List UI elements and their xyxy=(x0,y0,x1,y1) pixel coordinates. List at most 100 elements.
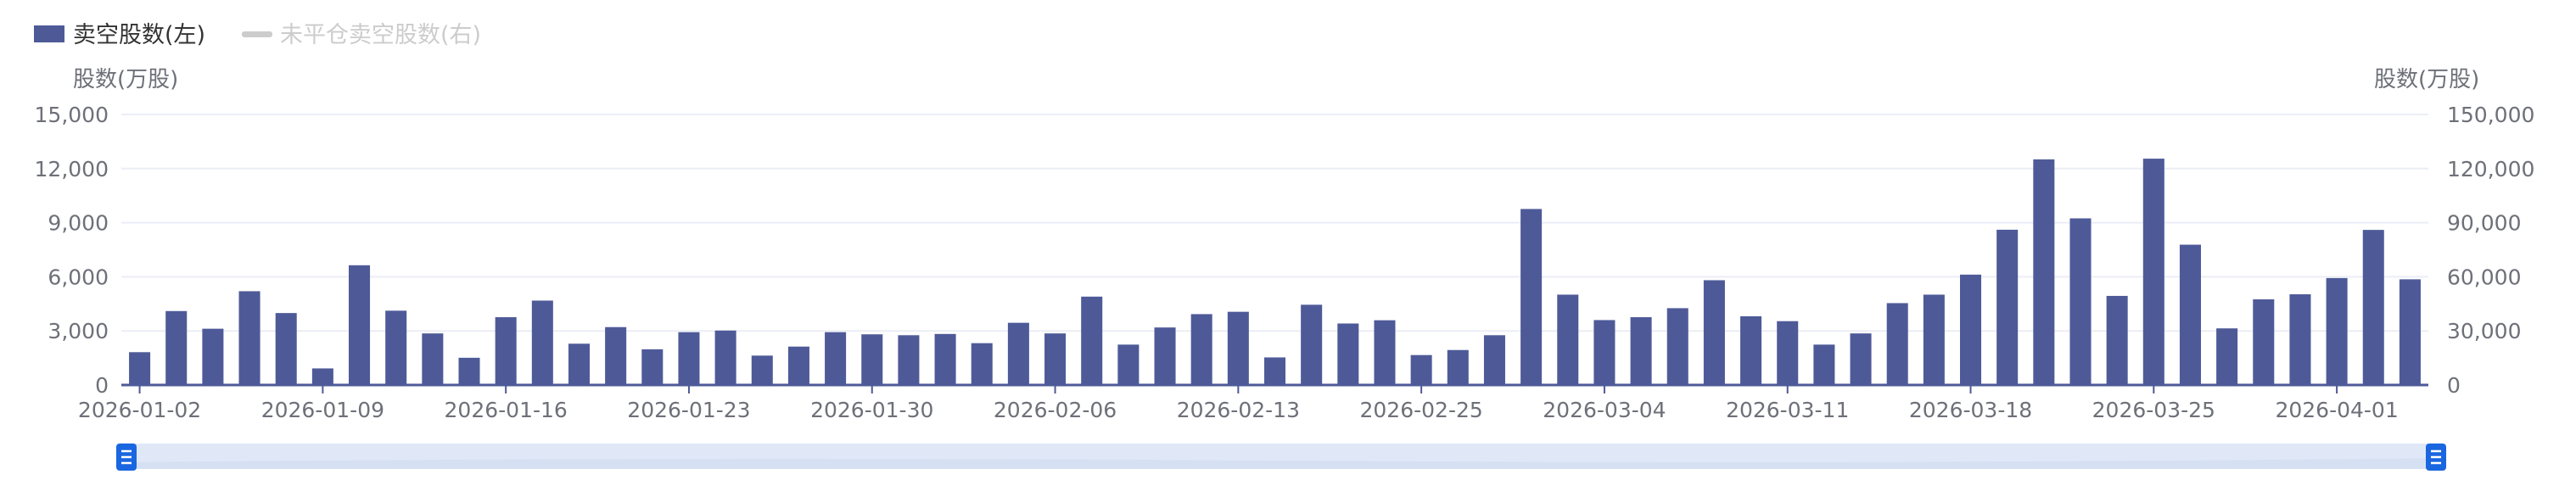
bar-2026-01-26[interactable] xyxy=(714,330,736,385)
data-zoom-slider[interactable] xyxy=(116,444,2446,471)
x-tick-label: 2026-01-09 xyxy=(261,398,384,422)
y-axis-left-title: 股数(万股) xyxy=(73,67,178,92)
bar-2026-02-10[interactable] xyxy=(1117,344,1140,385)
y-left-tick-label: 12,000 xyxy=(35,157,109,181)
legend-item-short-shares[interactable]: 卖空股数(左) xyxy=(34,22,205,48)
bar-2026-03-11[interactable] xyxy=(1777,321,1799,385)
bar-2026-01-12[interactable] xyxy=(349,265,371,385)
bar-2026-01-15[interactable] xyxy=(458,357,480,385)
y-left-tick-label: 15,000 xyxy=(35,103,109,127)
x-tick-label: 2026-04-01 xyxy=(2275,398,2398,422)
bar-2026-01-02[interactable] xyxy=(129,352,151,385)
bar-2026-04-02[interactable] xyxy=(2362,230,2384,385)
legend-label-short-shares: 卖空股数(左) xyxy=(73,22,205,48)
bar-2026-02-04[interactable] xyxy=(971,343,993,385)
bar-2026-03-25[interactable] xyxy=(2142,159,2164,385)
x-tick-label: 2026-03-11 xyxy=(1726,398,1849,422)
bar-2026-03-09[interactable] xyxy=(1703,280,1725,385)
bar-2026-03-17[interactable] xyxy=(1923,294,1945,385)
bar-2026-03-23[interactable] xyxy=(2069,218,2092,385)
legend: 卖空股数(左) 未平仓卖空股数(右) xyxy=(34,22,481,48)
y-left-tick-label: 6,000 xyxy=(48,265,109,289)
bar-2026-03-12[interactable] xyxy=(1813,344,1835,385)
bar-2026-02-11[interactable] xyxy=(1154,327,1176,385)
legend-label-open-short-shares: 未平仓卖空股数(右) xyxy=(280,22,481,48)
bar-2026-01-16[interactable] xyxy=(495,317,517,385)
bar-2026-01-27[interactable] xyxy=(751,355,773,385)
bar-2026-02-09[interactable] xyxy=(1081,296,1103,385)
bar-2026-03-13[interactable] xyxy=(1850,333,1872,385)
bar-2026-02-27[interactable] xyxy=(1483,335,1505,385)
y-axis-right: 0 30,000 60,000 90,000 120,000 150,000 xyxy=(2447,103,2534,398)
bar-2026-01-30[interactable] xyxy=(861,334,883,385)
bar-2026-02-06[interactable] xyxy=(1044,333,1067,385)
x-tick-label: 2026-02-13 xyxy=(1177,398,1300,422)
bar-2026-01-07[interactable] xyxy=(238,291,260,385)
slider-handle-end[interactable] xyxy=(2426,444,2446,471)
x-tick-label: 2026-01-16 xyxy=(445,398,568,422)
bar-2026-04-01[interactable] xyxy=(2326,277,2348,385)
bar-2026-01-22[interactable] xyxy=(641,349,664,385)
bar-2026-02-02[interactable] xyxy=(898,335,920,385)
x-tick-label: 2026-02-25 xyxy=(1359,398,1482,422)
bar-2026-02-23[interactable] xyxy=(1337,323,1359,385)
y-left-tick-label: 0 xyxy=(95,373,109,398)
y-left-tick-label: 3,000 xyxy=(48,319,109,343)
bar-2026-03-20[interactable] xyxy=(2033,159,2055,386)
bar-2026-03-27[interactable] xyxy=(2216,328,2238,385)
bar-2026-01-20[interactable] xyxy=(568,343,591,385)
bar-2026-01-05[interactable] xyxy=(165,310,188,385)
legend-item-open-short-shares[interactable]: 未平仓卖空股数(右) xyxy=(242,22,481,48)
bar-2026-02-16[interactable] xyxy=(1263,357,1286,385)
bar-2026-02-03[interactable] xyxy=(934,333,956,385)
bar-2026-02-24[interactable] xyxy=(1374,320,1396,385)
bar-2026-03-19[interactable] xyxy=(1996,229,2019,385)
y-axis-left: 0 3,000 6,000 9,000 12,000 15,000 xyxy=(35,103,109,398)
x-tick-label: 2026-01-23 xyxy=(627,398,750,422)
bar-2026-03-02[interactable] xyxy=(1520,209,1543,385)
y-right-tick-label: 120,000 xyxy=(2447,157,2534,181)
bar-2026-01-13[interactable] xyxy=(385,310,407,385)
bar-2026-03-04[interactable] xyxy=(1593,320,1616,385)
bar-2026-01-09[interactable] xyxy=(311,368,333,385)
bar-2026-01-28[interactable] xyxy=(787,346,809,385)
bar-2026-03-03[interactable] xyxy=(1557,294,1579,385)
bar-2026-02-20[interactable] xyxy=(1301,304,1323,385)
y-right-tick-label: 0 xyxy=(2447,373,2461,398)
slider-preview-area xyxy=(126,458,2436,469)
y-right-tick-label: 150,000 xyxy=(2447,103,2534,127)
bar-2026-02-05[interactable] xyxy=(1007,322,1029,385)
bar-2026-03-06[interactable] xyxy=(1666,308,1688,385)
y-right-tick-label: 30,000 xyxy=(2447,319,2521,343)
bar-2026-01-14[interactable] xyxy=(422,333,444,385)
bar-2026-01-21[interactable] xyxy=(605,326,627,385)
x-tick-label: 2026-03-25 xyxy=(2092,398,2215,422)
bar-2026-03-05[interactable] xyxy=(1630,317,1652,385)
bar-2026-01-19[interactable] xyxy=(531,300,553,385)
y-axis-right-title: 股数(万股) xyxy=(2374,67,2479,92)
bar-2026-02-12[interactable] xyxy=(1190,314,1212,385)
bar-2026-03-30[interactable] xyxy=(2253,299,2275,385)
bar-2026-01-29[interactable] xyxy=(825,332,847,385)
bar-2026-02-13[interactable] xyxy=(1227,311,1249,385)
bar-2026-02-25[interactable] xyxy=(1410,354,1432,385)
bar-2026-03-26[interactable] xyxy=(2179,244,2201,385)
legend-swatch-open-short-shares xyxy=(242,31,272,37)
x-tick-label: 2026-02-06 xyxy=(994,398,1117,422)
slider-handle-start[interactable] xyxy=(116,444,137,471)
x-tick-label: 2026-01-30 xyxy=(810,398,933,422)
bar-2026-03-18[interactable] xyxy=(1959,274,1982,385)
bar-2026-04-07[interactable] xyxy=(2399,279,2421,385)
bar-2026-03-16[interactable] xyxy=(1886,303,1908,385)
bar-2026-01-23[interactable] xyxy=(678,332,700,385)
bar-2026-03-24[interactable] xyxy=(2106,295,2128,385)
bar-2026-03-31[interactable] xyxy=(2289,294,2311,385)
y-right-tick-label: 90,000 xyxy=(2447,211,2521,236)
bar-2026-02-26[interactable] xyxy=(1447,349,1469,385)
y-left-tick-label: 9,000 xyxy=(48,211,109,236)
x-tick-label: 2026-01-02 xyxy=(78,398,201,422)
bar-2026-01-08[interactable] xyxy=(275,313,297,385)
x-tick-label: 2026-03-04 xyxy=(1543,398,1666,422)
bar-2026-01-06[interactable] xyxy=(202,328,224,385)
bar-2026-03-10[interactable] xyxy=(1740,315,1762,385)
